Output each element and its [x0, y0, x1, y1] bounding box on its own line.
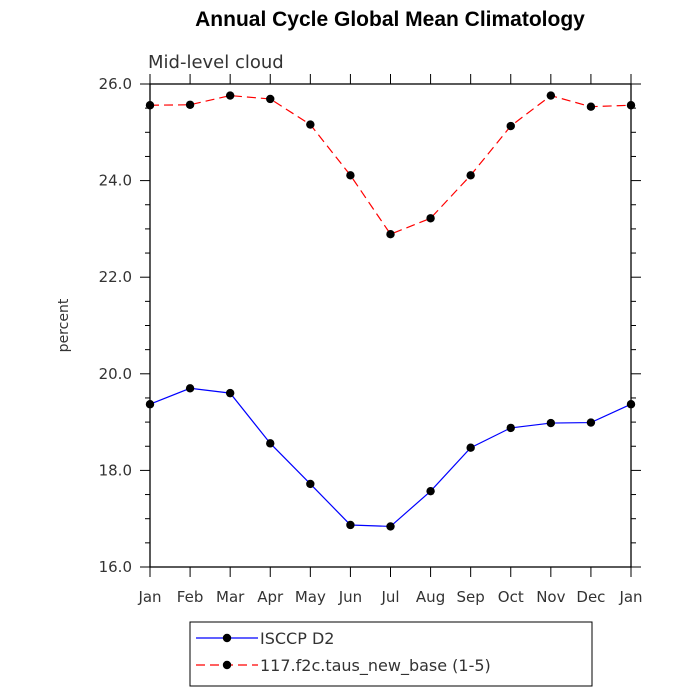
data-point: [386, 230, 395, 239]
data-point: [466, 171, 475, 180]
data-point: [506, 121, 515, 131]
legend-marker: [222, 660, 232, 670]
x-tick-label: Jul: [380, 588, 399, 606]
data-point: [346, 171, 355, 180]
series-1: [145, 384, 636, 531]
y-axis-label: percent: [56, 298, 72, 352]
chart-subtitle: Mid-level cloud: [148, 52, 284, 73]
y-tick-label: 18.0: [99, 461, 132, 479]
x-tick-label: Oct: [498, 588, 524, 606]
series-line: [149, 94, 632, 235]
data-point: [306, 120, 315, 129]
data-point: [546, 418, 556, 428]
data-point: [426, 214, 435, 223]
data-point: [626, 101, 636, 110]
data-point: [225, 91, 235, 100]
legend-entry: ISCCP D2: [260, 629, 334, 648]
y-tick-label: 22.0: [99, 268, 132, 286]
x-tick-label: May: [295, 588, 326, 606]
x-tick-label: Feb: [177, 588, 204, 606]
data-point: [306, 479, 315, 489]
data-point: [346, 520, 355, 530]
y-tick-label: 24.0: [99, 172, 132, 190]
data-point: [426, 486, 435, 496]
x-tick-label: Sep: [457, 588, 485, 606]
x-tick-label: Jan: [137, 588, 161, 606]
data-point: [266, 94, 275, 104]
x-tick-label: Apr: [257, 588, 284, 606]
y-tick-label: 20.0: [99, 365, 132, 383]
data-point: [266, 439, 275, 448]
data-point: [586, 102, 596, 111]
chart-title: Annual Cycle Global Mean Climatology: [195, 8, 585, 31]
data-point: [386, 522, 395, 531]
y-tick-label: 16.0: [99, 558, 132, 576]
x-tick-label: Aug: [416, 588, 445, 606]
x-tick-label: Nov: [536, 588, 565, 606]
data-point: [546, 91, 556, 100]
data-point: [586, 418, 596, 427]
data-point: [185, 100, 195, 109]
x-tick-label: Dec: [576, 588, 605, 606]
data-point: [225, 388, 235, 398]
data-point: [145, 400, 155, 409]
series-2: [145, 91, 636, 239]
data-point: [185, 384, 195, 393]
x-tick-label: Jan: [618, 588, 642, 606]
legend-box: [189, 621, 593, 687]
plot-area: [149, 83, 632, 568]
x-tick-label: Jun: [338, 588, 362, 606]
x-tick-label: Mar: [216, 588, 245, 606]
y-tick-label: 26.0: [99, 75, 132, 93]
legend-entry: 117.f2c.taus_new_base (1-5): [260, 656, 491, 676]
series-line: [149, 387, 632, 528]
data-point: [506, 423, 515, 433]
data-point: [466, 443, 475, 452]
data-point: [626, 400, 636, 409]
legend-marker: [222, 633, 232, 643]
data-point: [145, 101, 155, 110]
